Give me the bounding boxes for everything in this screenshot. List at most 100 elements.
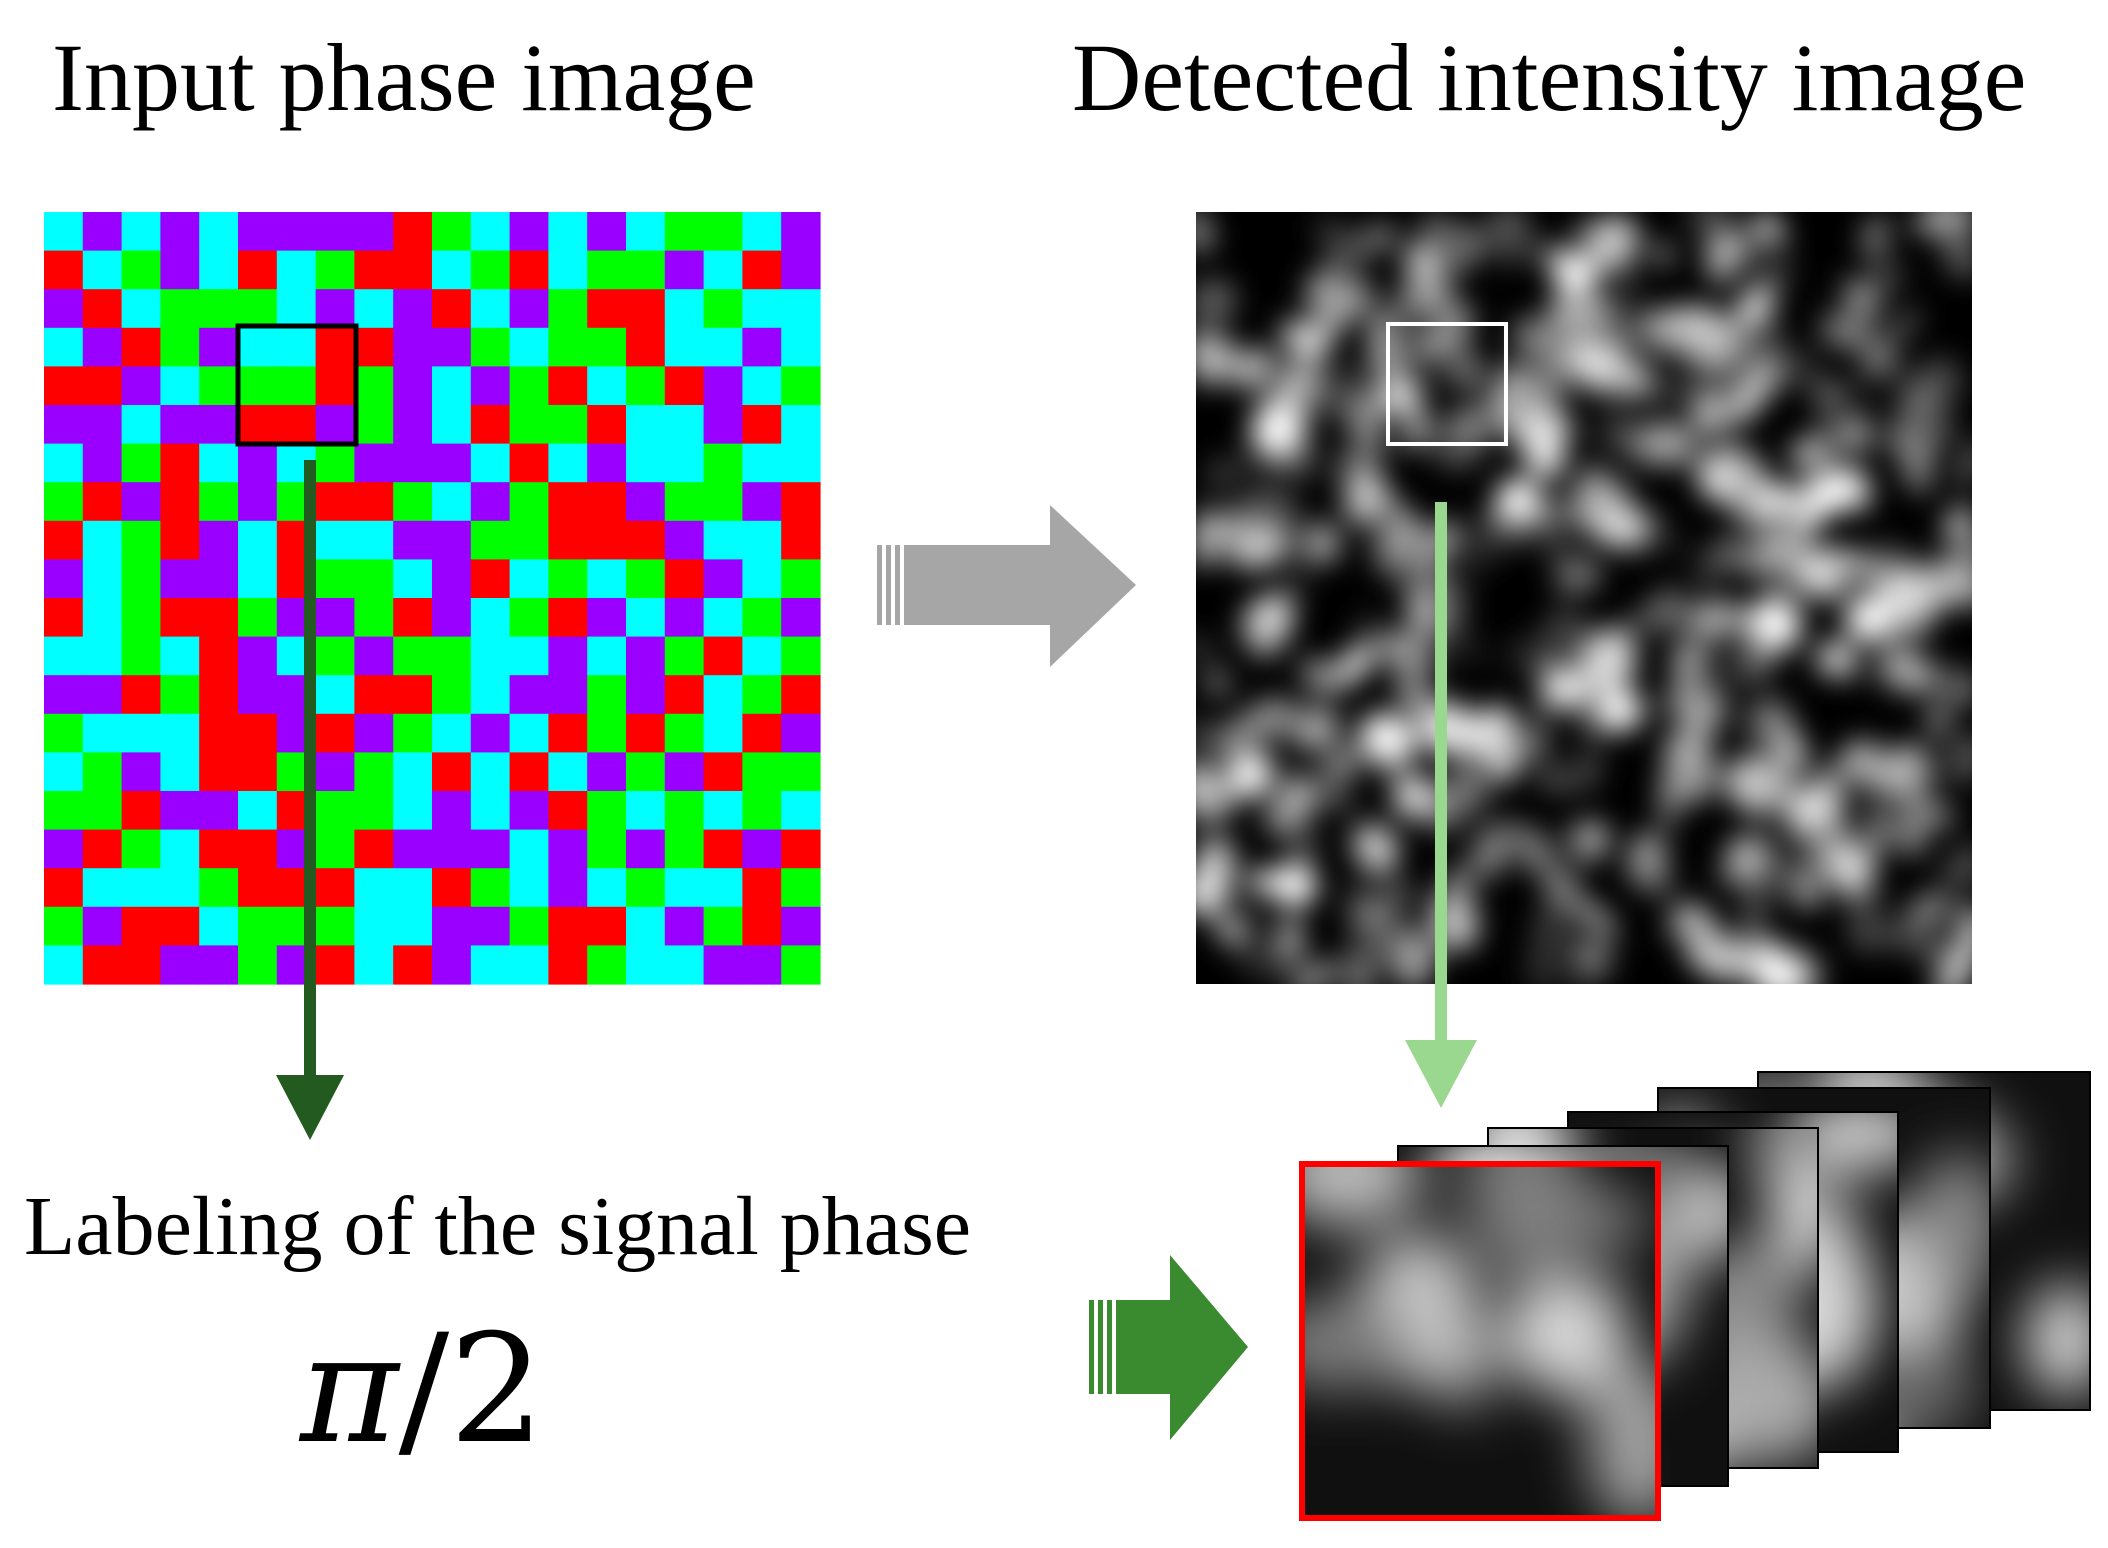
phase-cell	[393, 366, 433, 406]
phase-cell	[703, 250, 743, 290]
speckle	[1648, 381, 1702, 401]
speckle	[1788, 861, 1825, 905]
speckle	[1948, 527, 1972, 571]
speckle	[1503, 634, 1553, 674]
phase-cell	[315, 675, 355, 715]
phase-cell	[626, 945, 666, 985]
speckle	[1652, 689, 1675, 719]
phase-cell	[160, 868, 200, 908]
phase-cell	[664, 559, 705, 599]
phase-cell	[432, 636, 472, 676]
phase-cell	[703, 443, 743, 483]
phase-cell	[742, 829, 782, 869]
speckle	[1279, 914, 1303, 965]
phase-cell	[393, 868, 433, 908]
speckle	[1931, 955, 1958, 983]
phase-cell	[703, 945, 743, 985]
labeling-title: Labeling of the signal phase	[24, 1180, 972, 1273]
phase-cell	[82, 675, 123, 715]
phase-cell	[626, 366, 666, 406]
phase-cell	[742, 520, 782, 560]
phase-cell	[742, 675, 782, 715]
speckle	[1313, 214, 1353, 256]
speckle	[1941, 844, 1972, 890]
speckle	[1202, 669, 1233, 696]
speckle	[1793, 548, 1849, 600]
speckle	[1891, 912, 1945, 958]
phase-cell	[664, 713, 705, 753]
speckle	[1921, 411, 1956, 456]
speckle	[1417, 702, 1477, 755]
phase-cell	[432, 482, 472, 522]
speckle	[1280, 321, 1329, 357]
phase-cell	[238, 212, 278, 252]
speckle	[1744, 772, 1794, 820]
phase-cell	[509, 289, 549, 329]
phase-cell	[509, 713, 549, 753]
speckle	[1841, 889, 1875, 936]
phase-cell	[432, 791, 472, 831]
speckle	[1298, 713, 1340, 749]
intensity-highlight-box	[1386, 322, 1508, 446]
phase-cell	[199, 636, 239, 676]
speckle	[1536, 692, 1564, 711]
phase-cell	[470, 250, 511, 290]
phase-cell	[664, 212, 705, 252]
phase-cell	[587, 945, 627, 985]
speckle	[1716, 543, 1740, 566]
phase-cell	[781, 752, 821, 792]
phase-cell	[587, 598, 627, 638]
speckle	[1617, 362, 1654, 399]
phase-cell	[82, 829, 123, 869]
phase-cell	[315, 713, 355, 753]
phase-cell	[587, 868, 627, 908]
phase-cell	[470, 636, 511, 676]
phase-cell	[548, 443, 588, 483]
phase-cell	[238, 405, 278, 445]
speckle	[1385, 882, 1413, 909]
phase-cell	[587, 906, 627, 946]
phase-cell	[703, 752, 743, 792]
phase-cell	[82, 752, 123, 792]
phase-cell	[664, 868, 705, 908]
phase-cell	[199, 212, 239, 252]
phase-cell	[121, 829, 161, 869]
speckle	[1571, 898, 1618, 936]
phase-cell	[160, 327, 200, 367]
phase-cell	[509, 791, 549, 831]
phase-cell	[82, 906, 123, 946]
phase-cell	[44, 559, 84, 599]
phase-cell	[548, 327, 588, 367]
phase-cell	[781, 829, 821, 869]
phase-cell	[664, 906, 705, 946]
phase-cell	[121, 482, 161, 522]
speckle	[1834, 546, 1886, 583]
speckle	[1951, 922, 1972, 976]
phase-cell	[121, 443, 161, 483]
phase-cell	[199, 250, 239, 290]
phase-cell	[160, 212, 200, 252]
phase-cell	[276, 250, 317, 290]
speckle	[1924, 212, 1972, 244]
speckle	[1859, 823, 1887, 861]
speckle	[1285, 827, 1320, 862]
phase-cell	[276, 366, 317, 406]
phase-cell	[432, 945, 472, 985]
phase-cell	[703, 405, 743, 445]
phase-cell	[470, 212, 511, 252]
speckle	[1572, 940, 1618, 984]
phase-cell	[44, 713, 84, 753]
phase-cell	[509, 366, 549, 406]
speckle	[1301, 522, 1342, 565]
speckle	[1866, 796, 1902, 846]
speckle	[1527, 404, 1576, 436]
speckle	[1356, 613, 1380, 634]
phase-slash: /	[398, 1303, 450, 1477]
phase-cell	[587, 791, 627, 831]
speckle	[1721, 764, 1740, 782]
bright-spot	[1806, 471, 1850, 515]
phase-cell	[393, 752, 433, 792]
phase-cell	[44, 289, 84, 329]
phase-cell	[626, 327, 666, 367]
speckle	[1244, 895, 1265, 941]
